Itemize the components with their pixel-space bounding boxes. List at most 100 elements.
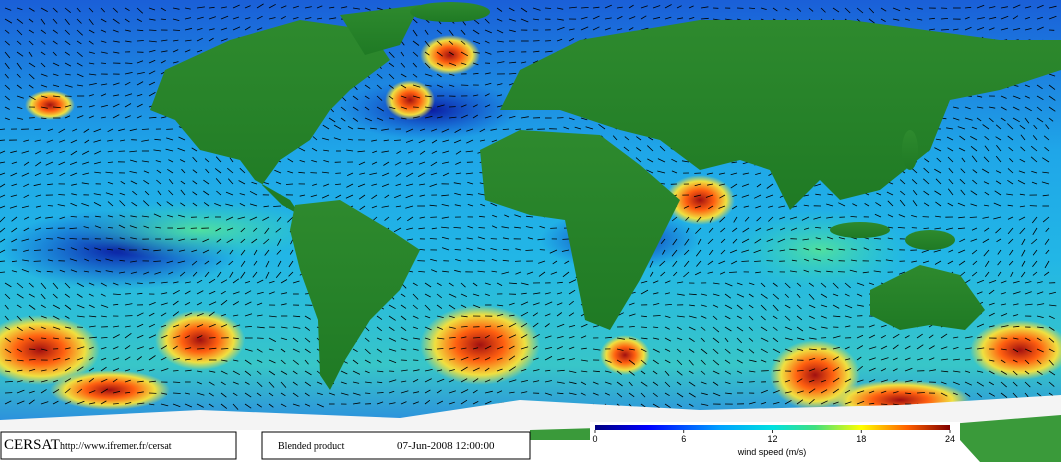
landmass <box>150 2 1061 390</box>
wind-vector <box>239 203 246 207</box>
wind-vector <box>28 337 35 342</box>
wind-vector <box>820 326 828 329</box>
wind-vector <box>508 345 515 350</box>
wind-vector <box>1012 314 1019 317</box>
wind-vector <box>172 29 181 31</box>
wind-vector <box>184 312 193 317</box>
wind-vector <box>748 7 756 9</box>
wind-vector <box>35 216 42 220</box>
wind-vector <box>676 348 682 353</box>
wind-vector <box>100 104 109 108</box>
wind-vector <box>4 400 12 405</box>
wind-vector <box>208 323 216 328</box>
wind-vector <box>52 95 61 98</box>
wind-vector <box>28 40 34 46</box>
wind-vector <box>424 304 431 311</box>
wind-vector <box>676 359 683 366</box>
wind-vector <box>496 346 504 350</box>
wind-vector <box>88 83 97 86</box>
wind-vector <box>976 336 983 339</box>
wind-vector <box>143 200 150 207</box>
wind-vector <box>928 334 934 339</box>
wind-vector <box>748 282 755 286</box>
wind-vector <box>496 83 503 86</box>
wind-vector <box>371 161 378 165</box>
wind-vector <box>64 51 71 56</box>
wind-vector <box>820 358 827 361</box>
wind-vector <box>129 171 138 174</box>
wind-vector <box>100 388 109 394</box>
wind-vector <box>813 216 822 220</box>
wind-vector <box>820 400 828 405</box>
wind-vector <box>672 238 678 246</box>
wind-vector <box>784 315 791 321</box>
wind-vector <box>466 237 474 240</box>
wind-vector <box>741 194 750 198</box>
wind-vector <box>683 271 690 278</box>
wind-vector <box>340 6 348 9</box>
wind-vector <box>964 381 972 386</box>
wind-vector <box>244 348 253 352</box>
wind-vector <box>928 369 936 372</box>
wind-vector <box>556 381 565 384</box>
wind-vector <box>767 249 774 252</box>
wind-vector <box>46 172 54 175</box>
wind-vector <box>144 190 150 196</box>
wind-vector <box>328 392 336 396</box>
wind-vector <box>376 117 384 121</box>
wind-vector <box>796 399 804 405</box>
wind-vector <box>1032 271 1038 276</box>
wind-vector <box>532 345 538 350</box>
wind-vector <box>352 348 358 353</box>
wind-vector <box>418 139 426 144</box>
wind-vector <box>964 279 971 284</box>
wind-vector <box>400 117 407 120</box>
wind-vector <box>412 18 418 24</box>
wind-vector <box>718 183 726 186</box>
wind-vector <box>316 381 323 385</box>
wind-vector <box>436 62 444 67</box>
wind-vector <box>340 392 349 396</box>
wind-vector <box>772 326 778 331</box>
wind-vector <box>400 390 409 394</box>
wind-vector <box>64 366 72 372</box>
wind-vector <box>460 347 467 350</box>
wind-vector <box>177 147 186 152</box>
wind-vector <box>808 7 814 12</box>
wind-vector <box>412 116 420 119</box>
wind-vector <box>64 401 72 405</box>
wind-vector <box>671 170 678 174</box>
wind-vector <box>460 336 467 339</box>
wind-vector <box>436 104 445 108</box>
wind-vector <box>407 150 414 154</box>
wind-vector <box>388 304 396 310</box>
wind-vector <box>4 106 10 110</box>
wind-vector <box>912 200 918 207</box>
wind-vector <box>388 117 395 120</box>
wind-vector <box>538 260 546 264</box>
wind-vector <box>616 16 623 20</box>
wind-vector <box>4 51 11 59</box>
wind-vector <box>64 347 71 350</box>
wind-vector <box>875 249 882 251</box>
wind-vector <box>431 150 438 154</box>
wind-vector <box>984 227 990 232</box>
wind-vector <box>736 337 742 344</box>
wind-vector <box>412 29 418 37</box>
wind-vector <box>604 17 612 20</box>
wind-vector <box>820 367 828 372</box>
wind-vector <box>28 84 34 89</box>
wind-vector <box>832 366 840 372</box>
wind-vector <box>69 258 78 262</box>
wind-vector <box>46 150 54 154</box>
wind-vector <box>4 304 9 310</box>
wind-vector <box>76 18 82 24</box>
wind-vector <box>484 72 491 75</box>
wind-vector <box>208 301 217 306</box>
wind-vector <box>719 216 726 223</box>
wind-vector <box>484 293 490 296</box>
wind-vector <box>196 313 204 317</box>
wind-vector <box>664 292 671 295</box>
wind-vector <box>156 202 162 207</box>
wind-vector <box>623 146 630 152</box>
